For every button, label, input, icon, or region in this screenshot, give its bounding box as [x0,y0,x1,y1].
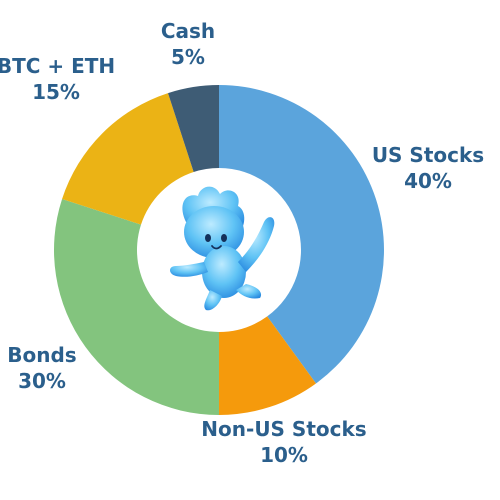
value-label-cash: 5% [171,45,205,69]
blue-mascot-icon [170,187,274,311]
value-label-non-us-stocks: 10% [260,443,308,467]
label-us-stocks: US Stocks [372,143,484,167]
value-label-bonds: 30% [18,369,66,393]
label-cash: Cash [161,19,215,43]
label-bonds: Bonds [7,343,76,367]
label-non-us-stocks: Non-US Stocks [201,417,366,441]
slice-btc-eth [62,93,194,225]
label-btc-eth: BTC + ETH [0,54,115,78]
value-label-btc-eth: 15% [32,80,80,104]
value-label-us-stocks: 40% [404,169,452,193]
